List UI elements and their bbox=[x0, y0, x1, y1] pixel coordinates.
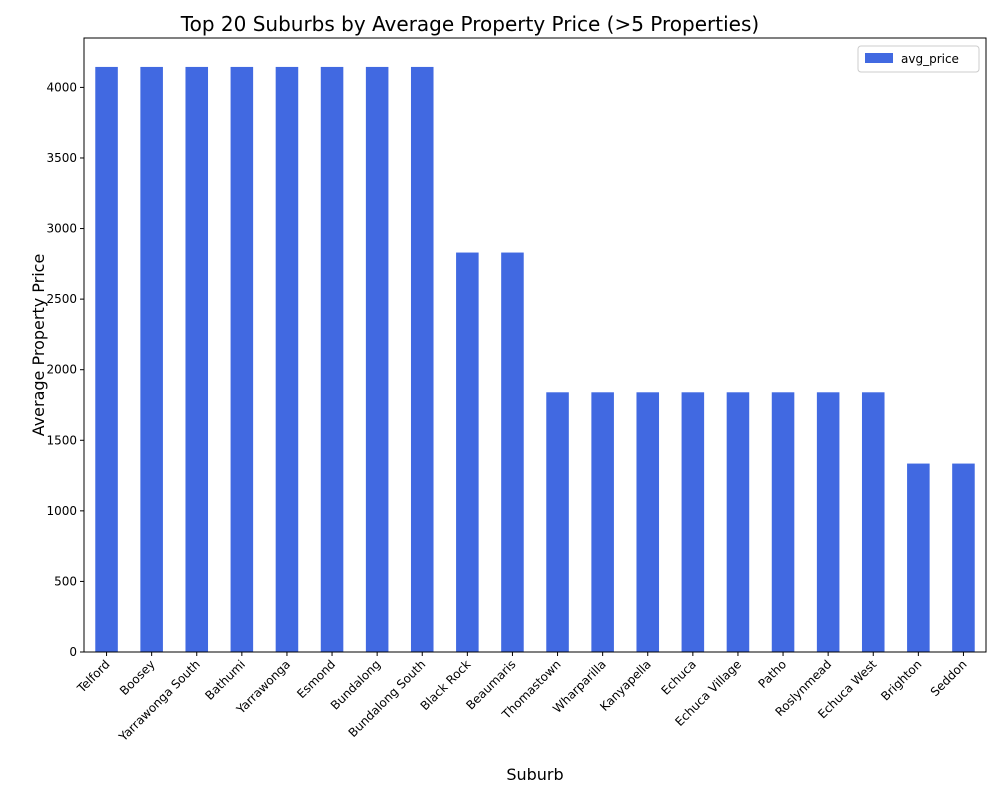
bar-thomastown bbox=[546, 392, 569, 652]
bar-yarrawonga-south bbox=[185, 67, 208, 652]
bar-beaumaris bbox=[501, 253, 524, 652]
bar-roslynmead bbox=[817, 392, 840, 652]
y-tick-label: 1000 bbox=[46, 504, 77, 518]
plot-frame bbox=[84, 38, 986, 652]
bar-bathumi bbox=[231, 67, 254, 652]
x-tick-label: Yarrawonga South bbox=[116, 657, 203, 744]
x-tick-label: Patho bbox=[755, 657, 789, 691]
bar-wharparilla bbox=[591, 392, 614, 652]
y-tick-label: 4000 bbox=[46, 80, 77, 94]
legend-label: avg_price bbox=[901, 52, 959, 66]
bar-bundalong-south bbox=[411, 67, 434, 652]
bar-brighton bbox=[907, 464, 930, 652]
y-tick-label: 2500 bbox=[46, 292, 77, 306]
bar-kanyapella bbox=[636, 392, 659, 652]
y-tick-label: 3000 bbox=[46, 222, 77, 236]
bar-boosey bbox=[140, 67, 163, 652]
y-tick-label: 1500 bbox=[46, 433, 77, 447]
bar-yarrawonga bbox=[276, 67, 299, 652]
x-tick-label: Brighton bbox=[878, 657, 924, 703]
bar-telford bbox=[95, 67, 118, 652]
chart-title: Top 20 Suburbs by Average Property Price… bbox=[180, 12, 759, 36]
bar-patho bbox=[772, 392, 795, 652]
y-tick-label: 0 bbox=[69, 645, 77, 659]
x-tick-label: Seddon bbox=[928, 657, 970, 699]
y-axis-title: Average Property Price bbox=[29, 254, 48, 437]
bars-group bbox=[95, 67, 974, 652]
bar-echuca-village bbox=[727, 392, 750, 652]
y-tick-label: 2000 bbox=[46, 363, 77, 377]
x-tick-label: Bundalong South bbox=[346, 657, 429, 740]
bar-echuca-west bbox=[862, 392, 885, 652]
legend: avg_price bbox=[858, 46, 979, 72]
bar-esmond bbox=[321, 67, 344, 652]
bar-seddon bbox=[952, 464, 975, 652]
bar-bundalong bbox=[366, 67, 389, 652]
bar-black-rock bbox=[456, 253, 479, 652]
x-tick-label: Bathumi bbox=[202, 657, 248, 703]
y-axis: 0 500 1000 1500 2000 2500 3000 3500 4000 bbox=[46, 80, 84, 659]
x-tick-label: Echuca bbox=[658, 657, 699, 698]
x-tick-label: Telford bbox=[74, 657, 113, 696]
bar-echuca bbox=[682, 392, 705, 652]
x-tick-label: Esmond bbox=[294, 657, 338, 701]
x-tick-label: Boosey bbox=[117, 657, 158, 698]
legend-swatch bbox=[865, 53, 893, 63]
y-tick-label: 3500 bbox=[46, 151, 77, 165]
x-axis-title: Suburb bbox=[506, 765, 563, 784]
y-tick-label: 500 bbox=[54, 574, 77, 588]
